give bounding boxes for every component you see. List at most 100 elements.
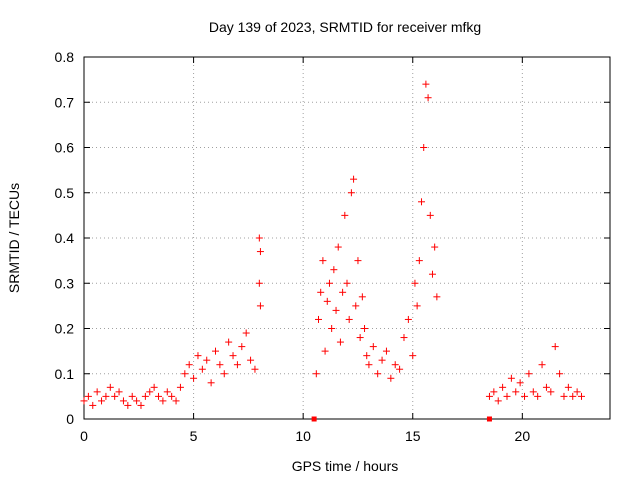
data-point — [119, 397, 127, 405]
data-point — [159, 397, 167, 405]
data-point — [343, 279, 351, 287]
data-point — [93, 388, 101, 396]
data-point — [150, 383, 158, 391]
data-point — [80, 397, 88, 405]
baseline-marker — [486, 416, 492, 422]
data-point — [391, 361, 399, 369]
data-point — [198, 365, 206, 373]
data-point — [328, 325, 336, 332]
data-point — [334, 243, 342, 251]
data-point — [212, 347, 219, 355]
data-point — [133, 397, 141, 405]
data-point — [382, 347, 390, 355]
data-point — [137, 401, 145, 409]
grid — [84, 57, 610, 419]
ticks — [83, 56, 610, 420]
y-tick-label: 0.4 — [55, 230, 75, 246]
data-point — [256, 302, 264, 310]
plot-frame — [83, 56, 611, 420]
data-point — [521, 392, 529, 400]
data-point — [573, 388, 581, 396]
data-point — [428, 270, 436, 278]
data-point — [181, 370, 189, 378]
data-point — [319, 257, 327, 265]
data-point — [220, 370, 228, 378]
data-point — [426, 211, 434, 219]
data-point — [356, 334, 364, 342]
data-point — [499, 383, 507, 391]
data-point — [330, 266, 338, 274]
data-point — [347, 189, 355, 197]
data-point — [374, 370, 382, 378]
data-point — [312, 370, 320, 378]
data-point — [433, 293, 441, 301]
data-point — [146, 388, 154, 396]
data-point — [431, 243, 439, 251]
x-axis-label: GPS time / hours — [292, 458, 399, 474]
y-tick-label: 0.8 — [55, 49, 75, 65]
data-point — [251, 365, 259, 373]
data-point — [400, 334, 408, 342]
x-tick-label: 20 — [515, 428, 531, 444]
data-point — [321, 347, 329, 355]
x-tick-label: 0 — [80, 428, 88, 444]
data-point — [233, 361, 241, 369]
data-point — [358, 293, 366, 301]
data-point — [564, 383, 572, 391]
data-point — [247, 356, 255, 364]
y-tick-label: 0.7 — [55, 94, 75, 110]
data-point — [525, 370, 533, 378]
data-point — [494, 397, 502, 405]
data-point — [168, 392, 176, 400]
data-point — [490, 388, 498, 396]
data-point — [172, 397, 180, 405]
y-tick-label: 0.3 — [55, 275, 75, 291]
data-point — [225, 338, 233, 346]
data-point — [115, 388, 123, 396]
data-point — [354, 257, 362, 265]
data-point — [420, 144, 428, 151]
y-tick-label: 0.1 — [55, 366, 75, 382]
data-point — [325, 279, 333, 287]
data-point — [363, 352, 371, 360]
data-point — [255, 234, 263, 242]
y-tick-label: 0 — [66, 411, 74, 427]
data-point — [339, 288, 347, 296]
data-point — [415, 257, 423, 265]
data-point — [128, 392, 136, 400]
data-point — [529, 388, 537, 396]
x-tick-label: 15 — [405, 428, 421, 444]
data-point — [102, 392, 110, 400]
data-point — [551, 343, 559, 351]
data-point — [409, 352, 417, 360]
data-point — [185, 361, 193, 369]
data-point — [163, 388, 171, 396]
data-point — [255, 279, 263, 287]
data-point — [413, 302, 421, 310]
chart-title: Day 139 of 2023, SRMTID for receiver mfk… — [209, 19, 481, 35]
data-point — [315, 315, 323, 323]
data-point — [111, 392, 119, 400]
y-axis-label: SRMTID / TECUs — [6, 183, 22, 293]
data-point — [106, 383, 114, 391]
data-point — [365, 361, 373, 369]
data-point — [411, 279, 419, 287]
data-point — [404, 315, 412, 323]
data-point — [503, 392, 511, 400]
data-point — [361, 325, 369, 332]
data-point — [516, 379, 524, 387]
data-point — [141, 392, 149, 400]
data-point — [350, 175, 358, 183]
data-point — [578, 392, 586, 400]
data-point — [84, 392, 92, 400]
y-tick-labels: 0 0.1 0.2 0.3 0.4 0.5 0.6 0.7 0.8 — [55, 49, 75, 427]
data-point — [556, 370, 564, 378]
data-point — [216, 361, 224, 369]
data-point — [352, 302, 360, 310]
data-point — [256, 248, 264, 256]
data-point — [387, 374, 395, 382]
data-point — [242, 329, 250, 337]
data-point — [323, 297, 331, 305]
data-point — [89, 401, 97, 409]
data-points — [80, 80, 586, 422]
